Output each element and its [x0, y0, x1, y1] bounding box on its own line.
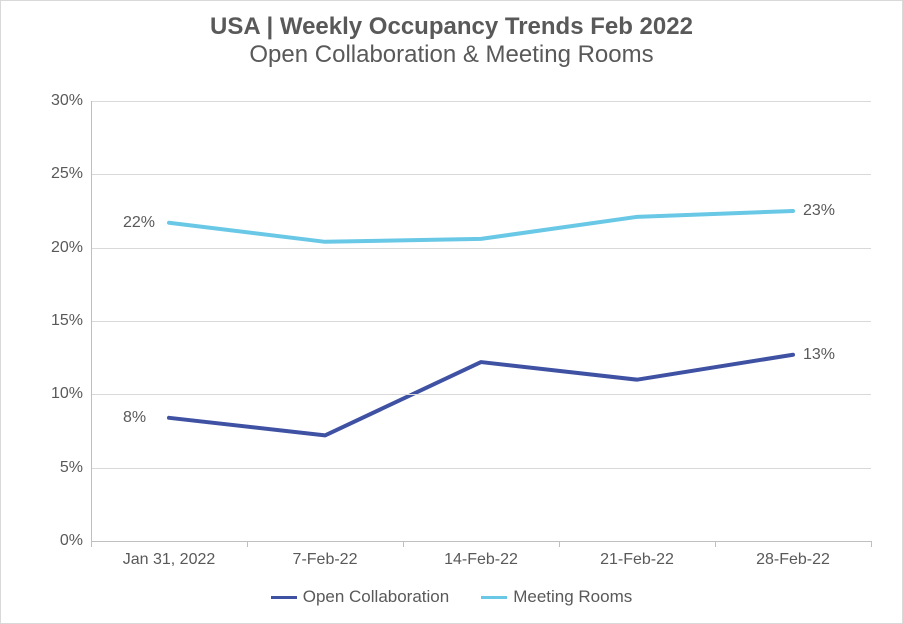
legend-item: Meeting Rooms: [481, 587, 632, 607]
y-tick-label: 10%: [51, 385, 91, 403]
y-tick-label: 15%: [51, 312, 91, 330]
x-tick: [715, 541, 716, 547]
data-label: 23%: [803, 202, 835, 220]
x-tick: [871, 541, 872, 547]
x-tick: [91, 541, 92, 547]
gridline: [91, 321, 871, 322]
x-tick-label: 21-Feb-22: [600, 541, 674, 569]
plot-area: 0%5%10%15%20%25%30%Jan 31, 20227-Feb-221…: [91, 101, 871, 541]
x-tick-label: Jan 31, 2022: [123, 541, 216, 569]
x-tick-label: 7-Feb-22: [293, 541, 358, 569]
chart-frame: USA | Weekly Occupancy Trends Feb 2022 O…: [0, 0, 903, 624]
gridline: [91, 101, 871, 102]
gridline: [91, 248, 871, 249]
x-tick-label: 28-Feb-22: [756, 541, 830, 569]
x-tick: [403, 541, 404, 547]
chart-title-line2: Open Collaboration & Meeting Rooms: [1, 41, 902, 69]
legend-label: Open Collaboration: [303, 587, 449, 607]
gridline: [91, 174, 871, 175]
data-label: 22%: [123, 214, 155, 232]
gridline: [91, 394, 871, 395]
chart-title-line1: USA | Weekly Occupancy Trends Feb 2022: [1, 13, 902, 41]
chart-title: USA | Weekly Occupancy Trends Feb 2022 O…: [1, 13, 902, 69]
y-tick-label: 5%: [60, 459, 91, 477]
y-tick-label: 30%: [51, 92, 91, 110]
legend-item: Open Collaboration: [271, 587, 449, 607]
y-tick-label: 20%: [51, 239, 91, 257]
y-tick-label: 0%: [60, 532, 91, 550]
legend-swatch: [481, 596, 507, 599]
x-tick: [247, 541, 248, 547]
gridline: [91, 468, 871, 469]
x-tick: [559, 541, 560, 547]
y-axis-line: [91, 101, 92, 541]
series-line: [169, 211, 793, 242]
data-label: 13%: [803, 346, 835, 364]
y-tick-label: 25%: [51, 165, 91, 183]
x-tick-label: 14-Feb-22: [444, 541, 518, 569]
legend-label: Meeting Rooms: [513, 587, 632, 607]
data-label: 8%: [123, 409, 146, 427]
legend: Open Collaboration Meeting Rooms: [1, 587, 902, 607]
legend-swatch: [271, 596, 297, 599]
